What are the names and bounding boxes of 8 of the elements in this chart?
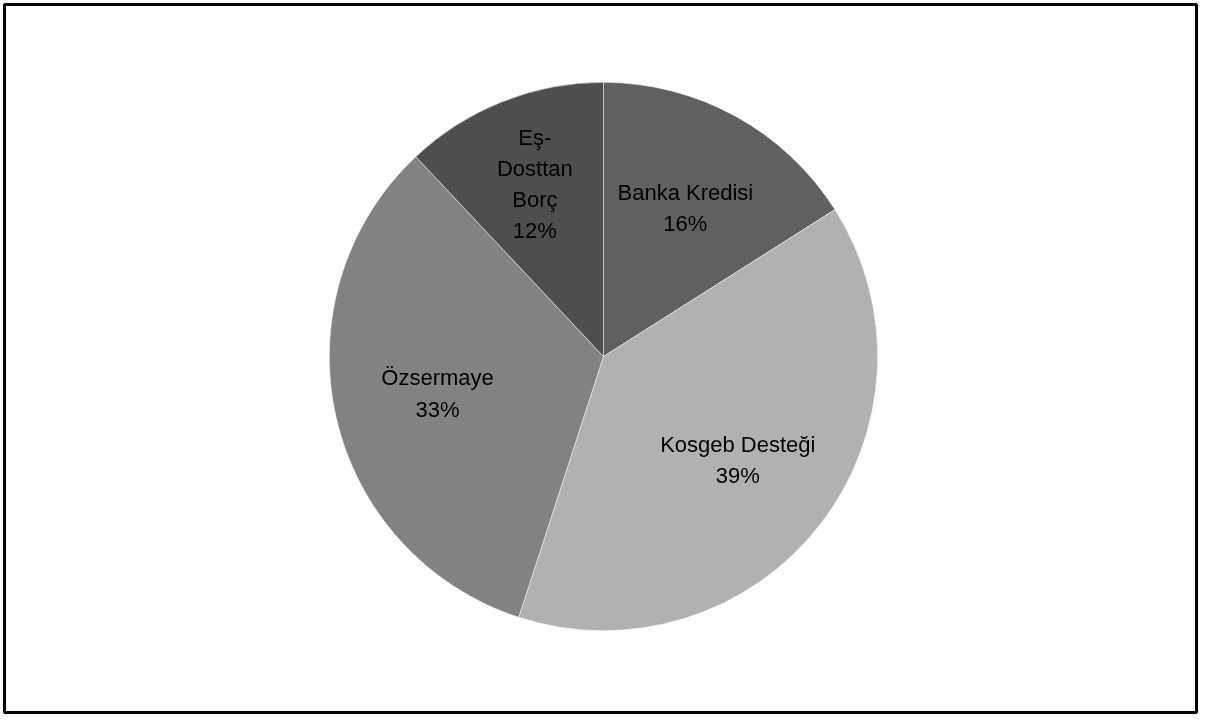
slice-label: Kosgeb Desteği — [660, 432, 816, 458]
slice-label: Banka Kredisi — [617, 180, 754, 206]
slice-label: Eş-Dosttan Borç — [496, 124, 573, 213]
data-label: 39% — [715, 463, 760, 489]
data-label: 33% — [415, 396, 460, 422]
slice-label: Özsermaye — [381, 365, 494, 391]
data-label: 16% — [663, 211, 708, 237]
data-label: 12% — [512, 218, 557, 244]
